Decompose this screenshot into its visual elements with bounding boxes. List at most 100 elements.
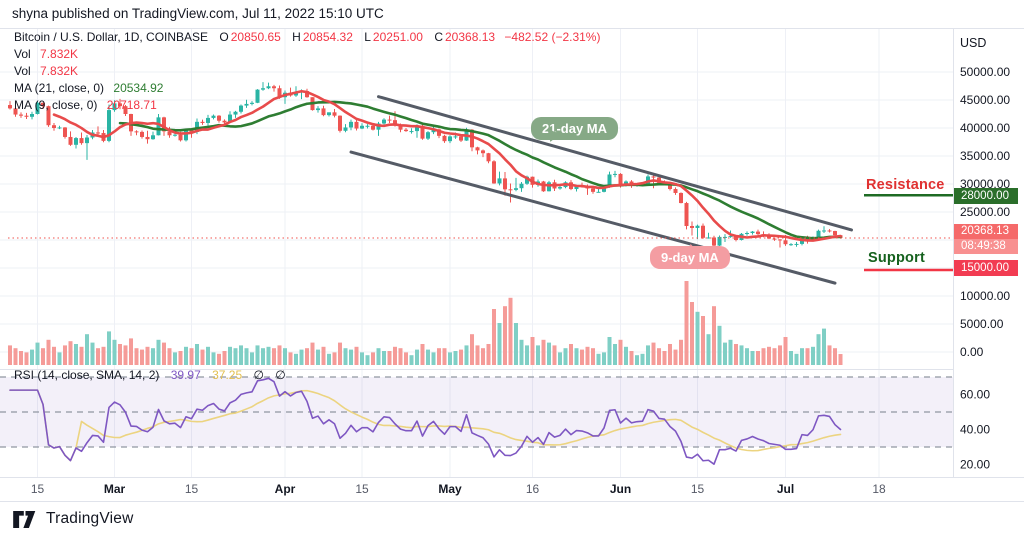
candle-body	[470, 129, 474, 148]
volume-bar	[838, 354, 843, 365]
volume-bar	[772, 348, 777, 365]
candle-body	[233, 111, 238, 115]
candle-body	[184, 129, 188, 141]
volume-bar	[233, 348, 238, 365]
candle-body	[19, 114, 23, 116]
volume-bar	[151, 348, 155, 365]
change-value: −482.52 (−2.31%)	[504, 30, 601, 44]
candle-body	[200, 121, 205, 123]
candle-body	[57, 127, 62, 129]
volume-bar	[558, 352, 562, 365]
volume-bar	[640, 353, 645, 365]
candle-body	[519, 183, 524, 189]
high-value: 20854.32	[302, 30, 353, 44]
candle-body	[305, 91, 309, 98]
symbol-legend-row[interactable]: Bitcoin / U.S. Dollar, 1D, COINBASE O 208…	[14, 30, 600, 44]
volume-bar	[503, 306, 507, 365]
candle-body	[162, 117, 166, 132]
candle-body	[107, 110, 111, 141]
candle-body	[816, 230, 821, 237]
candle-body	[244, 103, 249, 106]
volume-value: 7.832K	[40, 47, 79, 61]
volume-bar	[222, 351, 227, 365]
candle-body	[349, 121, 353, 128]
ma21-callout-bubble[interactable]: 21-day MA	[531, 117, 619, 140]
volume-bar	[360, 352, 364, 365]
candle-body	[794, 243, 799, 245]
candle-body	[96, 132, 100, 134]
time-tick-label: 16	[526, 482, 540, 496]
tradingview-logo-text[interactable]: TradingView	[46, 510, 134, 527]
volume-bar	[200, 349, 205, 365]
volume-bar	[24, 352, 29, 365]
candle-body	[393, 120, 397, 126]
candle-body	[266, 86, 271, 89]
candle-body	[772, 238, 777, 240]
candle-body	[415, 125, 419, 132]
candle-body	[382, 119, 386, 124]
price-tick-label: 10000.00	[960, 289, 1010, 303]
candle-body	[558, 187, 562, 189]
rsi-null-value-1: ∅	[253, 368, 264, 382]
volume-bar	[651, 342, 656, 365]
low-value: 20251.00	[372, 30, 423, 44]
trendline[interactable]	[377, 95, 853, 232]
volume-legend-row[interactable]: Vol 7.832K	[14, 47, 78, 61]
candle-body	[503, 178, 507, 190]
volume-bar	[277, 345, 282, 365]
ma21-legend-row[interactable]: MA (21, close, 0) 20534.92	[14, 81, 163, 95]
ma9-callout-bubble[interactable]: 9-day MA	[650, 246, 730, 269]
volume-bar	[756, 351, 760, 365]
volume-bar	[145, 346, 150, 365]
volume-bar	[805, 348, 810, 365]
rsi-legend-row[interactable]: RSI (14, close, SMA, 14, 2) 39.97 37.25 …	[14, 368, 286, 382]
candle-body	[712, 237, 716, 246]
volume-bar	[156, 339, 161, 365]
resistance-price-badge: 28000.00	[954, 188, 1018, 204]
volume-bar	[624, 346, 628, 365]
volume-bar	[794, 353, 799, 365]
ma9-legend-row[interactable]: MA (9, close, 0) 20718.71	[14, 98, 157, 112]
volume-bar	[184, 346, 188, 365]
candle-body	[68, 136, 73, 145]
candle-body	[723, 236, 727, 238]
volume-bar	[404, 352, 408, 365]
volume-bar	[288, 352, 293, 365]
volume-bar	[530, 337, 535, 365]
rsi-lines-layer	[9, 377, 842, 465]
volume-bar	[635, 355, 639, 365]
volume-bar	[96, 348, 100, 365]
candle-body	[778, 239, 782, 241]
volume-bar	[508, 297, 513, 365]
candle-body	[332, 112, 337, 116]
resistance-label[interactable]: Resistance	[866, 177, 945, 193]
trendlines-layer	[349, 95, 853, 285]
candle-body	[46, 106, 51, 126]
volume2-legend-row[interactable]: Vol 7.832K	[14, 64, 78, 78]
candle-body	[8, 105, 12, 109]
trendline[interactable]	[349, 150, 837, 285]
candle-body	[805, 238, 810, 240]
volume-bar	[464, 345, 469, 365]
price-axis-title: USD	[960, 36, 986, 50]
candle-body	[118, 103, 122, 107]
candle-body	[123, 106, 128, 114]
rsi-null-value-2: ∅	[275, 368, 286, 382]
volume-bar	[398, 348, 403, 365]
candle-body	[140, 131, 144, 137]
volume-bar	[316, 349, 320, 365]
tradingview-logo-icon[interactable]	[13, 510, 38, 528]
volume-bar	[514, 323, 518, 365]
candle-body	[354, 121, 359, 129]
last-price-value: 20368.13	[954, 224, 1018, 239]
volume-bar	[338, 342, 342, 365]
candle-body	[239, 105, 243, 112]
price-tick-label: 5000.00	[960, 317, 1004, 331]
volume-bar	[426, 349, 430, 365]
support-label[interactable]: Support	[868, 250, 925, 266]
open-label: O	[219, 30, 229, 44]
close-value: 20368.13	[445, 30, 496, 44]
time-tick-label: 15	[185, 482, 199, 496]
candle-body	[596, 191, 601, 193]
